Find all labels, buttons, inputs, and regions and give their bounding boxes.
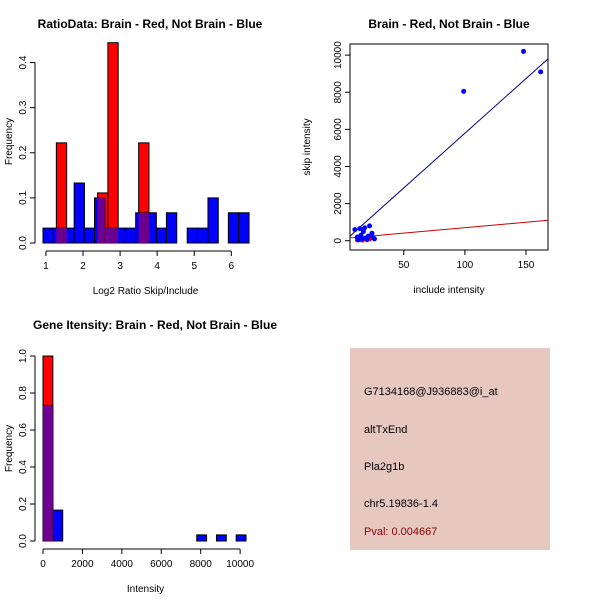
chart-3-y-label: Frequency — [4, 425, 15, 472]
chart-1-x-tick-label: 5 — [191, 261, 197, 272]
chart-2-y-label: skip intensity — [302, 118, 313, 175]
chart-3-x-tick-label: 10000 — [226, 559, 254, 570]
chart-3-x-label: Intensity — [127, 584, 164, 595]
chart-2-x-tick-label: 100 — [457, 260, 474, 271]
chart-1-bar-not-brain — [227, 212, 240, 244]
genomic-location: chr5.19836-1.4 — [364, 498, 438, 510]
chart-2-point-not-brain — [369, 230, 375, 236]
chart-2-point-not-brain — [365, 233, 371, 239]
chart-2-point-not-brain — [521, 48, 527, 54]
chart-3-title: Gene Itensity: Brain - Red, Not Brain - … — [33, 318, 277, 332]
chart-2-point-not-brain — [367, 223, 373, 229]
chart-3-y-tick-label: 0.0 — [18, 534, 29, 548]
gene-name: Pla2g1b — [364, 461, 405, 473]
chart-1-bar-not-brain — [197, 227, 209, 244]
chart-1-title: RatioData: Brain - Red, Not Brain - Blue — [38, 17, 263, 31]
chart-2-y-tick-label: 10000 — [333, 41, 344, 69]
chart-3-x-tick-label: 6000 — [150, 559, 173, 570]
chart-1-bar-overlap — [56, 228, 64, 243]
chart-3-x-tick-label: 8000 — [190, 559, 213, 570]
chart-3-x-tick-label: 0 — [40, 559, 46, 570]
chart-1-y-label: Frequency — [4, 118, 15, 165]
event-type: altTxEnd — [364, 424, 408, 436]
chart-1-bar-not-brain — [155, 227, 168, 244]
chart-2-x-tick-label: 50 — [398, 260, 410, 271]
chart-1-bar-overlap — [146, 212, 149, 243]
chart-1-x-label: Log2 Ratio Skip/Include — [93, 286, 199, 297]
chart-3-y-tick-label: 0.4 — [18, 460, 29, 474]
chart-1-x-tick-label: 3 — [117, 261, 123, 272]
chart-2-point-not-brain — [538, 69, 544, 75]
chart-1-bar-not-brain — [124, 227, 137, 244]
chart-1-bar-brain — [107, 42, 119, 244]
chart-3-bar-not-brain — [196, 534, 208, 542]
chart-2-title: Brain - Red, Not Brain - Blue — [368, 17, 530, 31]
chart-1-bar-not-brain — [207, 197, 219, 244]
chart-3-bar-not-brain — [52, 509, 64, 542]
chart-1-x-tick-label: 4 — [154, 261, 160, 272]
chart-3-y-tick-label: 0.6 — [18, 423, 29, 437]
chart-3-x-tick-label: 4000 — [111, 559, 134, 570]
chart-2-blue-fit-line — [349, 58, 549, 237]
chart-1-y-tick-label: 0.1 — [18, 191, 29, 205]
chart-2-point-not-brain — [352, 227, 358, 233]
info-panel: G7134168@J936883@i_at altTxEnd Pla2g1b c… — [350, 348, 550, 550]
p-value: Pval: 0.004667 — [364, 526, 438, 538]
chart-2-y-tick-label: 6000 — [333, 118, 344, 141]
chart-2-y-tick-label: 8000 — [333, 81, 344, 104]
chart-1-bar-overlap — [107, 228, 116, 243]
chart-3-bar-not-brain — [235, 534, 247, 542]
probe-id: G7134168@J936883@i_at — [364, 386, 498, 398]
chart-1-bar-not-brain — [165, 212, 178, 244]
chart-2-x-tick-label: 150 — [518, 260, 535, 271]
chart-2-point-not-brain — [362, 225, 368, 231]
chart-3-y-tick-label: 0.2 — [18, 497, 29, 511]
chart-2-point-not-brain — [371, 236, 377, 242]
chart-1-bar-not-brain — [73, 182, 85, 244]
chart-1-bar-overlap — [104, 228, 108, 243]
chart-1-bar-not-brain — [42, 227, 54, 244]
chart-1-bar-not-brain — [83, 227, 95, 244]
chart-2-y-tick-label: 4000 — [333, 155, 344, 178]
chart-1-bar-overlap — [138, 212, 146, 243]
chart-3-y-tick-label: 1.0 — [18, 349, 29, 363]
chart-3-bar-overlap — [43, 405, 53, 541]
chart-1-y-tick-label: 0.3 — [18, 100, 29, 114]
chart-3-y-tick-label: 0.8 — [18, 386, 29, 400]
chart-1-bar-not-brain — [238, 212, 250, 244]
chart-1-x-tick-label: 1 — [43, 261, 49, 272]
chart-1-bar-overlap — [97, 197, 105, 243]
chart-3-x-tick-label: 2000 — [71, 559, 94, 570]
chart-2-point-not-brain — [357, 226, 363, 232]
chart-1-x-tick-label: 6 — [229, 261, 235, 272]
chart-1-y-tick-label: 0.0 — [18, 236, 29, 250]
chart-1-y-tick-label: 0.2 — [18, 145, 29, 159]
chart-2-red-fit-line — [349, 219, 549, 239]
chart-1-bar-overlap — [115, 228, 119, 243]
chart-2-x-label: include intensity — [413, 285, 484, 296]
chart-1-x-tick-label: 2 — [80, 261, 86, 272]
chart-3-bar-not-brain — [215, 534, 227, 542]
chart-2-point-not-brain — [461, 88, 467, 94]
chart-2-y-tick-label: 0 — [333, 238, 344, 244]
chart-2-y-tick-label: 2000 — [333, 192, 344, 215]
chart-1-y-tick-label: 0.4 — [18, 55, 29, 69]
chart-1-bar-not-brain — [186, 227, 199, 244]
chart-1-bar-overlap — [63, 228, 67, 243]
